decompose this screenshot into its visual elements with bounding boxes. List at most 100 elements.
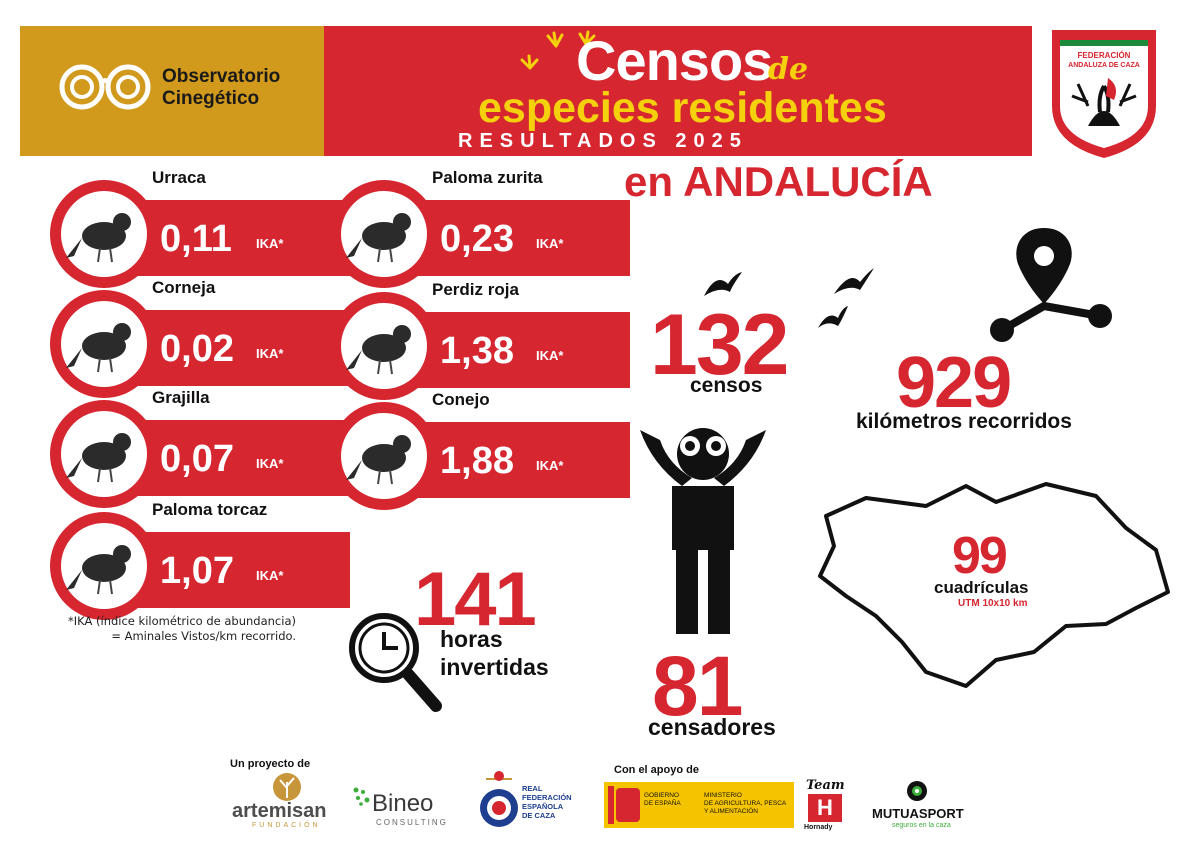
gob-line2: DE ESPAÑA (644, 800, 681, 807)
species-value-bar (120, 532, 350, 608)
cuadriculas-value: 99 (952, 527, 1008, 585)
andalucia-map-icon (818, 482, 1170, 688)
rfec-line1: REAL (522, 784, 543, 793)
artemisan-logo-icon (273, 773, 301, 801)
species-name: Corneja (152, 278, 216, 297)
species-ika-value: 1,88 (440, 440, 514, 482)
observatorio-line2: Cinegético (162, 88, 260, 109)
mutuasport-logo: MUTUASPORT (872, 806, 964, 821)
bineo-sub: CONSULTING (376, 818, 448, 827)
artemisan-sub: FUNDACIÓN (252, 822, 321, 829)
species-ika-unit: IKA* (536, 458, 564, 473)
horas-label-2: invertidas (440, 654, 549, 680)
subtitle: especies residentes (478, 84, 887, 132)
cuadriculas-sub: UTM 10x10 km (958, 598, 1028, 609)
species-ika-value: 1,38 (440, 330, 514, 372)
species-ika-unit: IKA* (256, 456, 284, 471)
censos-label: censos (690, 374, 763, 397)
bird-tracks-icon (520, 30, 596, 70)
main-title: Censos (576, 29, 773, 92)
species-ika-value: 0,07 (160, 438, 234, 480)
observer-person-icon (640, 428, 766, 634)
rabbit-icon (346, 435, 411, 485)
flag-stripe-icon (608, 786, 614, 824)
observatorio-banner (20, 26, 324, 156)
ika-note-line1: *IKA (índice kilométrico de abundancia) (68, 614, 296, 628)
species-photo-ring (330, 180, 438, 288)
observatorio-logo (59, 64, 151, 110)
species-card: Conejo 1,88 IKA* (330, 390, 630, 510)
route-pin-icon (990, 228, 1112, 342)
hornady-logo-icon: H (808, 794, 842, 822)
km-label: kilómetros recorridos (856, 410, 1072, 433)
artemisan-logo: artemisan (232, 800, 327, 822)
horas-value: 141 (414, 557, 537, 642)
censos-value: 132 (650, 297, 789, 393)
ika-note: *IKA (índice kilométrico de abundancia) … (58, 614, 296, 644)
species-photo-ring (330, 292, 438, 400)
species-ika-value: 1,07 (160, 550, 234, 592)
species-value-bar (400, 200, 630, 276)
proyecto-label: Un proyecto de (230, 758, 311, 770)
species-value-bar (120, 310, 350, 386)
rfec-line3: ESPAÑOLA (522, 802, 564, 811)
species-ika-value: 0,23 (440, 218, 514, 260)
partridge-icon (346, 325, 411, 375)
species-photo-ring (50, 180, 158, 288)
magpie-icon (66, 213, 131, 263)
title-banner (324, 26, 1032, 156)
species-card: Paloma torcaz 1,07 IKA* (50, 500, 350, 620)
federacion-andaluza-badge: FEDERACIÓN ANDALUZA DE CAZA (1052, 30, 1156, 158)
svg-text:ANDALUZA DE CAZA: ANDALUZA DE CAZA (1068, 62, 1140, 69)
species-name: Paloma zurita (432, 168, 543, 187)
species-ika-unit: IKA* (256, 346, 284, 361)
crow-icon (66, 323, 131, 373)
species-photo-ring (50, 400, 158, 508)
ika-note-line2: = Aminales Vistos/km recorrido. (111, 629, 296, 643)
species-name: Grajilla (152, 388, 210, 407)
min-line3: Y ALIMENTACIÓN (704, 808, 758, 815)
species-ika-unit: IKA* (536, 236, 564, 251)
species-name: Urraca (152, 168, 206, 187)
km-value: 929 (896, 343, 1012, 423)
region-title: en ANDALUCÍA (624, 158, 933, 205)
species-card: Paloma zurita 0,23 IKA* (330, 168, 630, 288)
rfec-crest-icon (480, 771, 518, 827)
horas-label-1: horas (440, 626, 503, 652)
species-card: Grajilla 0,07 IKA* (50, 388, 350, 508)
rfec-text: REAL FEDERACIÓN ESPAÑOLA DE CAZA (522, 784, 572, 820)
jackdaw-icon (66, 433, 131, 483)
species-card: Urraca 0,11 IKA* (50, 168, 350, 288)
censadores-label: censadores (648, 714, 776, 740)
species-ika-value: 0,02 (160, 328, 234, 370)
species-name: Perdiz roja (432, 280, 519, 299)
stock-dove-icon (346, 213, 411, 263)
coat-of-arms-icon (616, 788, 640, 822)
species-card: Perdiz roja 1,38 IKA* (330, 280, 630, 400)
species-ika-unit: IKA* (256, 236, 284, 251)
min-line1: MINISTERIO (704, 792, 742, 799)
species-name: Paloma torcaz (152, 500, 268, 519)
observatorio-title: Observatorio Cinegético (162, 66, 280, 110)
flying-birds-icon (704, 268, 874, 328)
species-photo-ring (50, 290, 158, 398)
species-value-bar (120, 420, 350, 496)
mutuasport-icon (907, 781, 927, 801)
wood-pigeon-icon (66, 545, 131, 595)
hornady-team: Team (806, 778, 845, 793)
species-value-bar (120, 200, 350, 276)
species-card: Corneja 0,02 IKA* (50, 278, 350, 398)
bineo-dots-icon (353, 787, 370, 806)
species-ika-unit: IKA* (536, 348, 564, 363)
svg-text:FEDERACIÓN: FEDERACIÓN (1078, 51, 1131, 60)
title-de: de (768, 52, 809, 87)
results-year: RESULTADOS 2025 (458, 130, 748, 152)
rfec-line2: FEDERACIÓN (522, 793, 572, 802)
species-value-bar (400, 422, 630, 498)
censadores-value: 81 (652, 639, 743, 733)
gob-line1: GOBIERNO (644, 792, 680, 799)
species-name: Conejo (432, 390, 490, 409)
hornady-label: Hornady (804, 824, 833, 831)
rfec-line4: DE CAZA (522, 811, 556, 820)
species-value-bar (400, 312, 630, 388)
